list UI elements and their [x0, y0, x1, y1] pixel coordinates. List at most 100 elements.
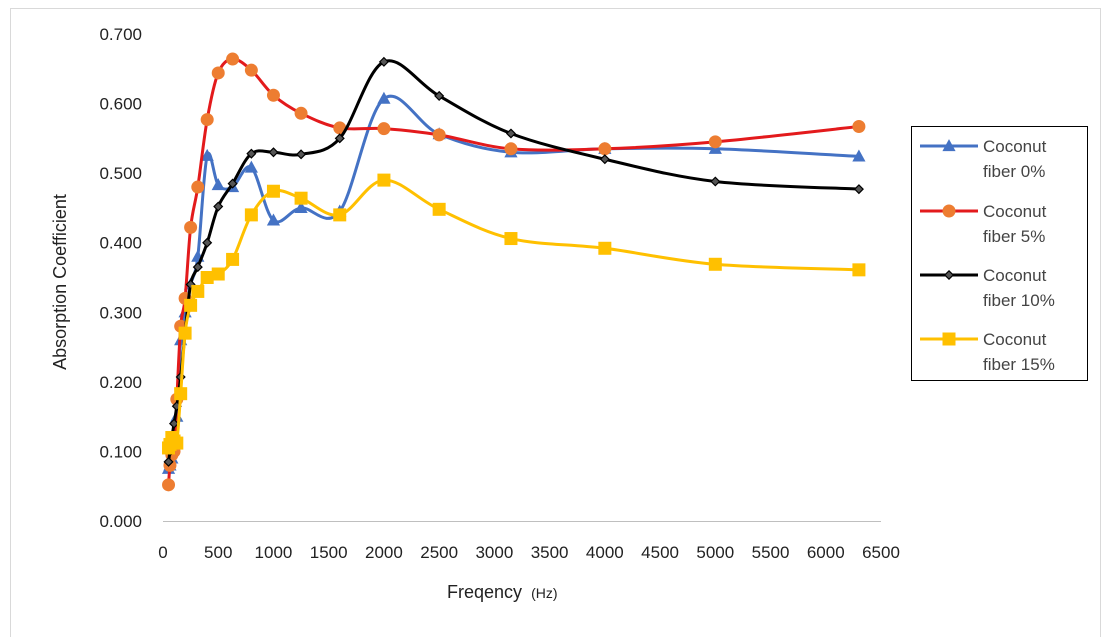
- y-axis-title: Absorption Coefficient: [50, 194, 70, 370]
- data-point-marker: [200, 113, 214, 127]
- data-point-marker: [211, 178, 225, 191]
- data-point-marker: [170, 436, 184, 450]
- legend-marker-swatch: [942, 332, 956, 346]
- x-tick-label: 6000: [807, 543, 845, 562]
- data-point-marker: [377, 122, 391, 136]
- data-point-marker: [853, 184, 864, 195]
- data-point-marker: [246, 148, 257, 159]
- series-layer: [161, 52, 866, 492]
- x-tick-label: 2500: [420, 543, 458, 562]
- x-axis-title-unit: (Hz): [531, 585, 557, 601]
- series-1: [162, 52, 866, 492]
- data-point-marker: [505, 128, 517, 139]
- data-point-marker: [708, 257, 722, 271]
- legend-label-line2: fiber 5%: [983, 227, 1045, 246]
- data-point-marker: [377, 91, 391, 104]
- data-point-marker: [163, 456, 174, 467]
- data-point-marker: [294, 106, 308, 120]
- data-point-marker: [191, 180, 205, 194]
- data-point-marker: [266, 88, 280, 102]
- data-point-marker: [377, 173, 391, 187]
- data-point-marker: [226, 252, 240, 266]
- x-axis-title-text: Freqency: [447, 582, 522, 602]
- y-tick-label: 0.000: [99, 512, 142, 531]
- data-point-marker: [184, 220, 198, 234]
- y-tick-label: 0.600: [99, 95, 142, 114]
- y-tick-label: 0.700: [99, 25, 142, 44]
- x-tick-label: 2000: [365, 543, 403, 562]
- series-2: [163, 56, 864, 467]
- data-point-marker: [294, 201, 308, 214]
- data-point-marker: [266, 184, 280, 198]
- data-point-marker: [211, 66, 225, 80]
- data-point-marker: [504, 232, 518, 246]
- data-point-marker: [174, 387, 188, 401]
- legend-item: Coconut fiber 0%: [920, 137, 1047, 181]
- y-tick-label: 0.400: [99, 234, 142, 253]
- x-tick-label: 4000: [586, 543, 624, 562]
- x-tick-label: 3000: [475, 543, 513, 562]
- data-point-marker: [192, 262, 203, 273]
- data-point-marker: [184, 298, 198, 312]
- legend-items: Coconut fiber 0% Coconut fiber 5% Coconut fib…: [920, 137, 1055, 374]
- legend: Coconut fiber 0% Coconut fiber 5% Coconut fib…: [911, 126, 1088, 381]
- data-point-marker: [200, 271, 214, 284]
- legend-label-line1: Coconut: [983, 330, 1047, 349]
- data-point-marker: [598, 241, 612, 255]
- data-point-marker: [708, 135, 722, 149]
- data-point-marker: [378, 56, 389, 67]
- y-tick-label: 0.300: [99, 303, 142, 322]
- legend-label-line2: fiber 15%: [983, 355, 1055, 374]
- x-tick-label: 5000: [696, 543, 734, 562]
- x-tick-label: 1500: [310, 543, 348, 562]
- y-axis-ticks: 0.000 0.100 0.200 0.300 0.400 0.500 0.600 0.700: [99, 25, 142, 531]
- data-point-marker: [598, 142, 612, 156]
- x-tick-label: 3500: [531, 543, 569, 562]
- legend-label-line1: Coconut: [983, 137, 1047, 156]
- data-point-marker: [244, 208, 258, 222]
- data-point-marker: [244, 63, 258, 77]
- data-point-marker: [334, 133, 345, 144]
- data-point-marker: [852, 263, 866, 277]
- y-tick-label: 0.200: [99, 373, 142, 392]
- data-point-marker: [227, 178, 238, 189]
- series-line: [167, 59, 861, 464]
- legend-marker-swatch: [942, 139, 956, 152]
- data-point-marker: [162, 478, 176, 492]
- data-point-marker: [178, 326, 192, 340]
- data-point-marker: [852, 120, 866, 134]
- y-tick-label: 0.100: [99, 442, 142, 461]
- data-point-marker: [504, 142, 518, 156]
- x-tick-label: 500: [204, 543, 232, 562]
- data-point-marker: [852, 149, 866, 162]
- legend-item: Coconut fiber 15%: [920, 330, 1055, 374]
- data-point-marker: [226, 52, 240, 66]
- x-tick-label: 4500: [641, 543, 679, 562]
- data-point-marker: [213, 201, 224, 212]
- x-tick-label: 1000: [255, 543, 293, 562]
- data-point-marker: [200, 148, 214, 161]
- y-tick-label: 0.500: [99, 164, 142, 183]
- data-point-marker: [266, 213, 281, 226]
- data-point-marker: [434, 90, 445, 101]
- data-point-marker: [202, 237, 213, 248]
- data-point-marker: [244, 160, 258, 173]
- x-tick-label: 6500: [862, 543, 900, 562]
- data-point-marker: [211, 267, 225, 281]
- legend-item: Coconut fiber 10%: [920, 266, 1055, 310]
- legend-marker-swatch: [943, 269, 955, 281]
- x-tick-label: 5500: [752, 543, 790, 562]
- data-point-marker: [432, 202, 446, 216]
- data-point-marker: [191, 284, 205, 298]
- data-point-marker: [294, 191, 308, 205]
- series-3: [162, 173, 866, 455]
- x-axis-ticks: 0 500 1000 1500 2000 2500 3000 3500 4000 4500 5000…: [158, 543, 900, 562]
- data-point-marker: [710, 176, 721, 187]
- chart-area-border: [10, 8, 1101, 637]
- data-point-marker: [432, 128, 446, 142]
- data-point-marker: [296, 149, 307, 160]
- x-tick-label: 0: [158, 543, 167, 562]
- series-line: [167, 57, 861, 487]
- data-point-marker: [599, 154, 610, 165]
